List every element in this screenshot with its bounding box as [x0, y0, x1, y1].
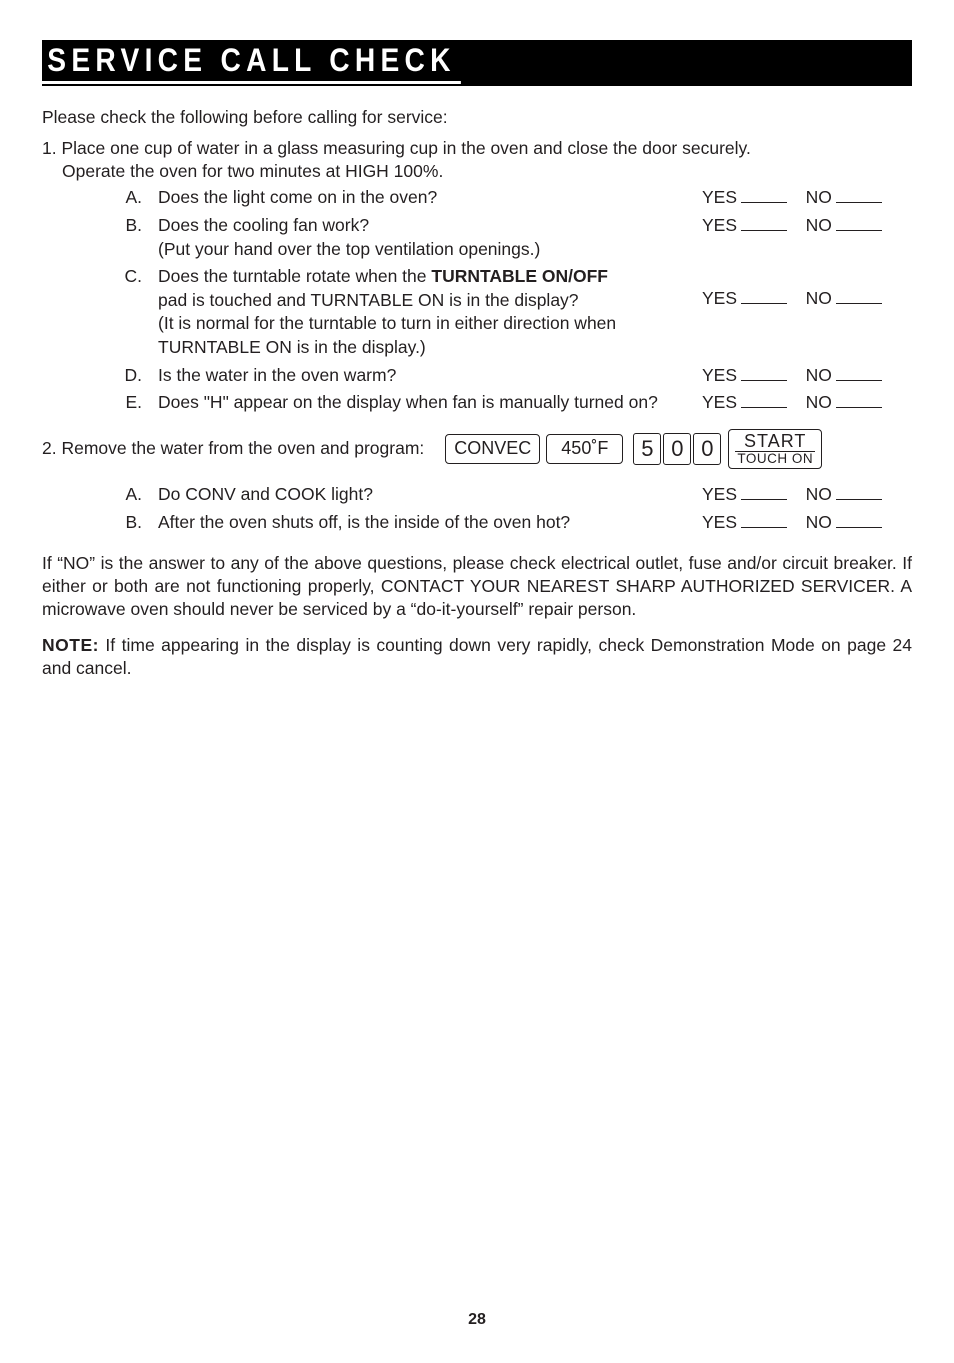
yes-label: YES	[702, 512, 737, 532]
no-label: NO	[806, 512, 832, 532]
yes-label: YES	[702, 484, 737, 504]
question-letter: B.	[118, 214, 148, 238]
question-row-2b: B. After the oven shuts off, is the insi…	[42, 511, 912, 535]
no-blank[interactable]	[836, 393, 882, 409]
yes-label: YES	[702, 187, 737, 207]
yes-label: YES	[702, 288, 737, 308]
q-line: (It is normal for the turntable to turn …	[158, 313, 616, 333]
no-blank[interactable]	[836, 365, 882, 381]
no-blank[interactable]	[836, 512, 882, 528]
yes-blank[interactable]	[741, 484, 787, 500]
start-bottom-label: TOUCH ON	[735, 452, 815, 466]
question-row-2a: A. Do CONV and COOK light? YES NO	[42, 483, 912, 507]
digit-button-5[interactable]: 5	[633, 433, 661, 465]
yes-no-group: YES NO	[702, 214, 912, 238]
no-blank[interactable]	[836, 288, 882, 304]
step2-lead: 2. Remove the water from the oven and pr…	[42, 438, 424, 459]
no-label: NO	[806, 484, 832, 504]
note-label: NOTE:	[42, 635, 99, 655]
q-line: Does the cooling fan work?	[158, 215, 369, 235]
no-label: NO	[806, 365, 832, 385]
yes-no-group: YES NO	[702, 391, 912, 415]
step1-lead-text: 1. Place one cup of water in a glass mea…	[42, 138, 751, 158]
question-row-1c: C. Does the turntable rotate when the TU…	[42, 265, 912, 360]
question-letter: D.	[118, 364, 148, 388]
question-letter: C.	[118, 265, 148, 289]
digit-button-0[interactable]: 0	[693, 433, 721, 465]
digit-button-0[interactable]: 0	[663, 433, 691, 465]
question-row-1a: A. Does the light come on in the oven? Y…	[42, 186, 912, 210]
note-paragraph: NOTE: If time appearing in the display i…	[42, 634, 912, 680]
yes-blank[interactable]	[741, 215, 787, 231]
page-number: 28	[0, 1311, 954, 1329]
yes-blank[interactable]	[741, 393, 787, 409]
no-label: NO	[806, 215, 832, 235]
no-blank[interactable]	[836, 215, 882, 231]
yes-blank[interactable]	[741, 288, 787, 304]
note-text: If time appearing in the display is coun…	[42, 635, 912, 678]
question-row-1d: D. Is the water in the oven warm? YES NO	[42, 364, 912, 388]
yes-blank[interactable]	[741, 365, 787, 381]
start-button[interactable]: START TOUCH ON	[728, 429, 822, 469]
question-row-1e: E. Does "H" appear on the display when f…	[42, 391, 912, 415]
question-text: Does "H" appear on the display when fan …	[148, 391, 702, 415]
question-text: Does the turntable rotate when the TURNT…	[148, 265, 702, 360]
question-letter: E.	[118, 391, 148, 415]
q-line: pad is touched and TURNTABLE ON is in th…	[158, 290, 579, 310]
yes-no-group: YES NO	[702, 364, 912, 388]
question-letter: A.	[118, 483, 148, 507]
yes-no-group: YES NO	[702, 511, 912, 535]
step1-sub: Operate the oven for two minutes at HIGH…	[62, 161, 443, 181]
question-letter: B.	[118, 511, 148, 535]
yes-blank[interactable]	[741, 188, 787, 204]
q-line: Does the turntable rotate when the	[158, 266, 431, 286]
yes-no-group: YES NO	[702, 265, 912, 311]
q-line: (Put your hand over the top ventilation …	[158, 239, 540, 259]
section-title: SERVICE CALL CHECK	[42, 42, 461, 84]
yes-no-group: YES NO	[702, 483, 912, 507]
intro-text: Please check the following before callin…	[42, 106, 912, 129]
yes-no-group: YES NO	[702, 186, 912, 210]
yes-label: YES	[702, 392, 737, 412]
section-header: SERVICE CALL CHECK	[42, 40, 912, 86]
yes-label: YES	[702, 365, 737, 385]
yes-blank[interactable]	[741, 512, 787, 528]
digits-group: 5 0 0	[632, 433, 722, 465]
step2-row: 2. Remove the water from the oven and pr…	[42, 429, 912, 469]
step1-lead: 1. Place one cup of water in a glass mea…	[42, 137, 912, 183]
no-label: NO	[806, 187, 832, 207]
question-row-1b: B. Does the cooling fan work? (Put your …	[42, 214, 912, 261]
question-text: Do CONV and COOK light?	[148, 483, 702, 507]
no-blank[interactable]	[836, 188, 882, 204]
no-label: NO	[806, 288, 832, 308]
no-label: NO	[806, 392, 832, 412]
question-letter: A.	[118, 186, 148, 210]
convec-button[interactable]: CONVEC	[445, 434, 540, 464]
temp-button[interactable]: 450˚F	[546, 434, 623, 464]
question-text: After the oven shuts off, is the inside …	[148, 511, 702, 535]
closing-paragraph: If “NO” is the answer to any of the abov…	[42, 552, 912, 620]
q-line: TURNTABLE ON is in the display.)	[158, 337, 426, 357]
q-bold: TURNTABLE ON/OFF	[431, 266, 608, 286]
no-blank[interactable]	[836, 484, 882, 500]
question-text: Does the cooling fan work? (Put your han…	[148, 214, 702, 261]
question-text: Does the light come on in the oven?	[148, 186, 702, 210]
start-top-label: START	[735, 430, 815, 452]
question-text: Is the water in the oven warm?	[148, 364, 702, 388]
yes-label: YES	[702, 215, 737, 235]
